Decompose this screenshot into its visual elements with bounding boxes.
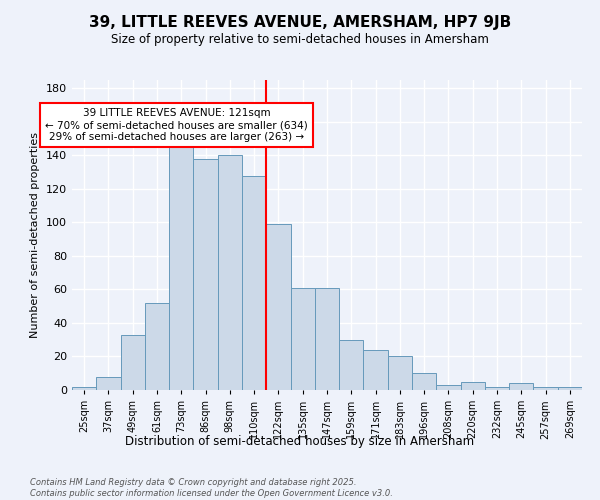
Bar <box>533 386 558 390</box>
Bar <box>290 288 315 390</box>
Bar <box>96 376 121 390</box>
Text: 39 LITTLE REEVES AVENUE: 121sqm
← 70% of semi-detached houses are smaller (634)
: 39 LITTLE REEVES AVENUE: 121sqm ← 70% of… <box>45 108 308 142</box>
Bar <box>315 288 339 390</box>
Bar <box>193 159 218 390</box>
Bar <box>436 385 461 390</box>
Bar <box>242 176 266 390</box>
Bar <box>266 224 290 390</box>
Bar <box>485 386 509 390</box>
Bar <box>145 303 169 390</box>
Text: Distribution of semi-detached houses by size in Amersham: Distribution of semi-detached houses by … <box>125 435 475 448</box>
Bar <box>121 334 145 390</box>
Bar <box>388 356 412 390</box>
Bar <box>339 340 364 390</box>
Bar <box>218 156 242 390</box>
Text: 39, LITTLE REEVES AVENUE, AMERSHAM, HP7 9JB: 39, LITTLE REEVES AVENUE, AMERSHAM, HP7 … <box>89 15 511 30</box>
Bar <box>412 373 436 390</box>
Bar <box>72 386 96 390</box>
Text: Contains HM Land Registry data © Crown copyright and database right 2025.
Contai: Contains HM Land Registry data © Crown c… <box>30 478 393 498</box>
Text: Size of property relative to semi-detached houses in Amersham: Size of property relative to semi-detach… <box>111 32 489 46</box>
Bar <box>364 350 388 390</box>
Bar <box>509 384 533 390</box>
Bar <box>169 137 193 390</box>
Y-axis label: Number of semi-detached properties: Number of semi-detached properties <box>31 132 40 338</box>
Bar <box>461 382 485 390</box>
Bar <box>558 386 582 390</box>
